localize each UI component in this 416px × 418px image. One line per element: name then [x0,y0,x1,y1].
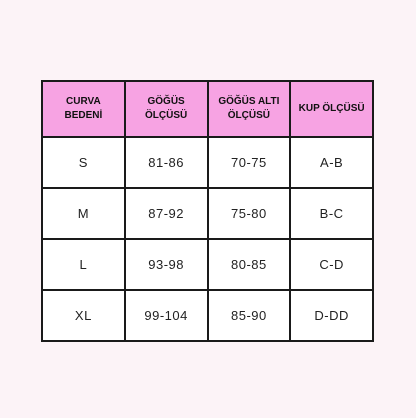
table-header: CURVA BEDENİ GÖĞÜS ÖLÇÜSÜ GÖĞÜS ALTI ÖLÇ… [41,80,374,138]
cup-cell: C-D [289,238,374,291]
bust-cell: 87-92 [123,187,209,240]
size-cell: M [41,187,126,240]
header-kup-olcusu: KUP ÖLÇÜSÜ [289,80,374,138]
underbust-cell: 80-85 [206,238,292,291]
table-row: S 81-86 70-75 A-B [41,136,374,189]
header-line: KUP ÖLÇÜSÜ [298,103,365,114]
underbust-cell: 85-90 [206,289,292,342]
cup-cell: B-C [289,187,374,240]
cup-cell: A-B [289,136,374,189]
bust-cell: 99-104 [123,289,209,342]
size-cell: XL [41,289,126,342]
header-line: BEDENİ [64,110,103,121]
header-row: CURVA BEDENİ GÖĞÜS ÖLÇÜSÜ GÖĞÜS ALTI ÖLÇ… [41,80,374,138]
table-row: L 93-98 80-85 C-D [41,238,374,291]
header-line: GÖĞÜS ALTI [218,96,280,107]
header-line: GÖĞÜS [147,96,185,107]
table-body: S 81-86 70-75 A-B M 87-92 75-80 B-C L 93… [41,136,374,342]
size-cell: S [41,136,126,189]
table-row: M 87-92 75-80 B-C [41,187,374,240]
header-gogus-alti-olcusu: GÖĞÜS ALTI ÖLÇÜSÜ [206,80,292,138]
underbust-cell: 75-80 [206,187,292,240]
header-gogus-olcusu: GÖĞÜS ÖLÇÜSÜ [123,80,209,138]
bust-cell: 93-98 [123,238,209,291]
table-row: XL 99-104 85-90 D-DD [41,289,374,342]
underbust-cell: 70-75 [206,136,292,189]
bust-cell: 81-86 [123,136,209,189]
header-line: ÖLÇÜSÜ [145,110,188,121]
header-curva-bedeni: CURVA BEDENİ [41,80,126,138]
size-cell: L [41,238,126,291]
header-line: ÖLÇÜSÜ [227,110,270,121]
header-line: CURVA [66,96,101,107]
cup-cell: D-DD [289,289,374,342]
size-chart-table: CURVA BEDENİ GÖĞÜS ÖLÇÜSÜ GÖĞÜS ALTI ÖLÇ… [41,80,374,342]
